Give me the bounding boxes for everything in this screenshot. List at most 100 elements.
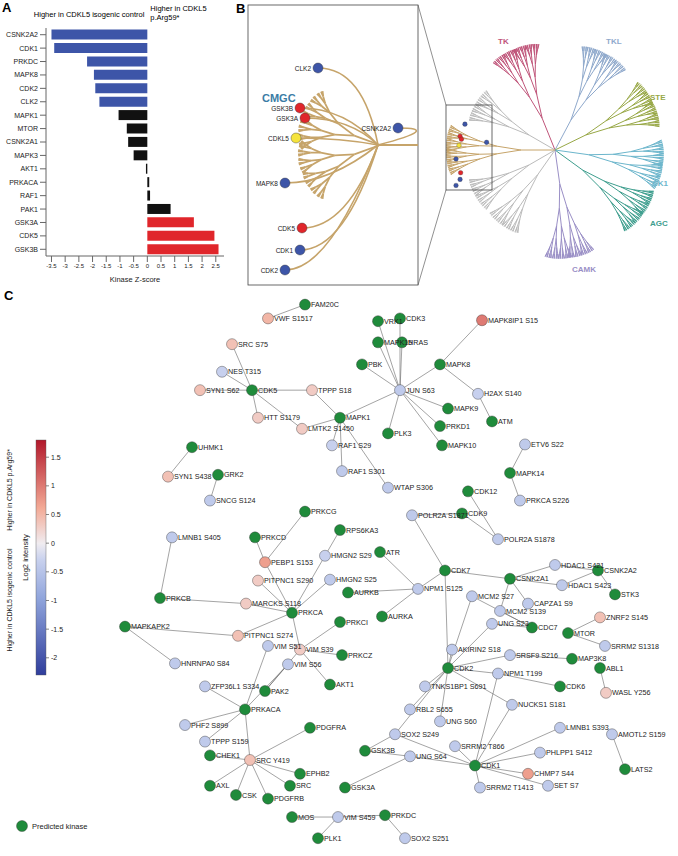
- svg-text:ABL1: ABL1: [606, 664, 624, 673]
- svg-text:GSK3A: GSK3A: [276, 115, 298, 122]
- svg-text:CDK5: CDK5: [19, 232, 38, 239]
- svg-text:MAPK14: MAPK14: [516, 469, 544, 478]
- svg-text:SET S7: SET S7: [554, 781, 579, 790]
- svg-text:CDC7: CDC7: [538, 623, 558, 632]
- svg-text:CSNK2A2: CSNK2A2: [361, 125, 391, 132]
- svg-text:PRKCB: PRKCB: [166, 594, 191, 603]
- svg-text:RAF1 S29: RAF1 S29: [338, 441, 371, 450]
- svg-text:1: 1: [173, 263, 177, 269]
- svg-text:AKT1: AKT1: [336, 680, 354, 689]
- svg-text:GSK3B: GSK3B: [371, 746, 395, 755]
- svg-text:PLK3: PLK3: [394, 429, 412, 438]
- svg-text:VIM S39: VIM S39: [306, 645, 334, 654]
- svg-text:1.5: 1.5: [184, 263, 193, 269]
- svg-text:PRKCG: PRKCG: [311, 507, 337, 516]
- svg-text:TKL: TKL: [606, 37, 622, 46]
- svg-text:-2: -2: [51, 654, 57, 661]
- svg-text:-1: -1: [51, 597, 57, 604]
- svg-text:RPS6KA3: RPS6KA3: [346, 526, 378, 535]
- svg-text:CDK1: CDK1: [276, 247, 294, 254]
- svg-text:Higher in CDKL5 isogenic contr: Higher in CDKL5 isogenic control: [8, 548, 14, 652]
- svg-text:GSK3B: GSK3B: [15, 246, 39, 253]
- svg-text:TNKS1BP1 S691: TNKS1BP1 S691: [431, 682, 487, 691]
- svg-text:CDK5: CDK5: [278, 225, 296, 232]
- svg-text:MCM2 S27: MCM2 S27: [478, 592, 514, 601]
- svg-text:Kinase Z-score: Kinase Z-score: [110, 275, 160, 284]
- svg-text:PBK: PBK: [368, 360, 383, 369]
- svg-text:PEBP1 S153: PEBP1 S153: [271, 558, 313, 567]
- svg-text:CAMK: CAMK: [572, 265, 596, 274]
- svg-text:NPM1 T199: NPM1 T199: [504, 669, 542, 678]
- svg-text:TPPP S18: TPPP S18: [318, 386, 351, 395]
- svg-text:SNCG S124: SNCG S124: [216, 496, 256, 505]
- svg-text:MAP3K8: MAP3K8: [578, 654, 606, 663]
- svg-text:CLK2: CLK2: [295, 65, 312, 72]
- svg-text:PITPNC1 S290: PITPNC1 S290: [264, 576, 313, 585]
- svg-text:HMGN2 S29: HMGN2 S29: [331, 551, 372, 560]
- svg-text:2: 2: [200, 263, 204, 269]
- svg-text:HDAC1 S423: HDAC1 S423: [568, 581, 611, 590]
- svg-text:SRSF9 S216: SRSF9 S216: [516, 651, 558, 660]
- svg-text:CMGC: CMGC: [262, 92, 296, 104]
- svg-text:CDK5: CDK5: [258, 386, 277, 395]
- svg-text:STE: STE: [650, 93, 666, 102]
- svg-text:GRK2: GRK2: [224, 470, 244, 479]
- svg-text:AKIRIN2 S18: AKIRIN2 S18: [458, 645, 501, 654]
- svg-text:RBL2 S655: RBL2 S655: [416, 705, 453, 714]
- svg-text:0: 0: [51, 540, 55, 547]
- svg-text:CDK12: CDK12: [474, 487, 497, 496]
- svg-text:SYN1 S438: SYN1 S438: [174, 472, 212, 481]
- svg-text:UNG S60: UNG S60: [446, 717, 477, 726]
- svg-text:CDK1: CDK1: [481, 761, 500, 770]
- svg-text:PRKACA: PRKACA: [251, 705, 281, 714]
- svg-text:WTAP S306: WTAP S306: [394, 483, 433, 492]
- svg-text:STK3: STK3: [621, 590, 639, 599]
- svg-text:PRKD1: PRKD1: [446, 422, 470, 431]
- svg-text:-1.5: -1.5: [51, 626, 63, 633]
- svg-text:MAPK8IP1 S15: MAPK8IP1 S15: [488, 316, 538, 325]
- svg-text:ATM: ATM: [498, 417, 513, 426]
- svg-text:-1: -1: [117, 263, 123, 269]
- svg-text:Predicted kinase: Predicted kinase: [32, 822, 87, 831]
- svg-text:SRRM2 T866: SRRM2 T866: [461, 742, 504, 751]
- svg-text:ETV6 S22: ETV6 S22: [531, 440, 564, 449]
- svg-text:JUN S63: JUN S63: [406, 386, 435, 395]
- svg-text:MAPK9: MAPK9: [454, 404, 478, 413]
- svg-text:CDK2: CDK2: [454, 664, 473, 673]
- svg-text:RAF1: RAF1: [20, 192, 38, 199]
- svg-text:MAPK8: MAPK8: [256, 180, 278, 187]
- svg-text:MTOR: MTOR: [18, 125, 38, 132]
- svg-text:PAK2: PAK2: [271, 687, 289, 696]
- svg-text:FAM20C: FAM20C: [311, 300, 339, 309]
- svg-text:ZNRF2 S145: ZNRF2 S145: [606, 613, 648, 622]
- svg-text:-0.5: -0.5: [51, 568, 63, 575]
- svg-text:C: C: [8, 288, 14, 303]
- svg-text:GSK3A: GSK3A: [15, 219, 39, 226]
- svg-text:PRKCI: PRKCI: [346, 618, 368, 627]
- svg-text:MAPK3: MAPK3: [14, 152, 38, 159]
- svg-text:HRAS: HRAS: [408, 338, 428, 347]
- svg-text:CDK7: CDK7: [451, 566, 470, 575]
- svg-text:MOS: MOS: [298, 813, 315, 822]
- svg-text:SRC S75: SRC S75: [238, 340, 268, 349]
- svg-text:PITPNC1 S274: PITPNC1 S274: [244, 631, 293, 640]
- svg-text:SOX2 S251: SOX2 S251: [411, 834, 449, 843]
- svg-text:AURKB: AURKB: [354, 588, 379, 597]
- svg-text:AKT1: AKT1: [20, 165, 38, 172]
- svg-text:SRC Y419: SRC Y419: [256, 756, 290, 765]
- svg-text:LMNB1 S405: LMNB1 S405: [178, 533, 221, 542]
- svg-text:CDKL5: CDKL5: [268, 135, 289, 142]
- svg-text:VIM S459: VIM S459: [344, 813, 376, 822]
- svg-text:CLK2: CLK2: [20, 98, 38, 105]
- svg-text:SRRM2 S1318: SRRM2 S1318: [611, 642, 659, 651]
- svg-text:HDAC1 S421: HDAC1 S421: [561, 561, 604, 570]
- svg-text:-2: -2: [90, 263, 96, 269]
- svg-text:TPPP S159: TPPP S159: [211, 737, 248, 746]
- svg-text:-3.5: -3.5: [46, 263, 57, 269]
- svg-text:CSK: CSK: [242, 791, 257, 800]
- svg-text:LATS2: LATS2: [631, 765, 652, 774]
- svg-text:Log2 intensity: Log2 intensity: [21, 534, 30, 581]
- svg-text:MTOR: MTOR: [574, 629, 595, 638]
- svg-text:ATR: ATR: [386, 548, 400, 557]
- svg-text:VRK1: VRK1: [384, 317, 403, 326]
